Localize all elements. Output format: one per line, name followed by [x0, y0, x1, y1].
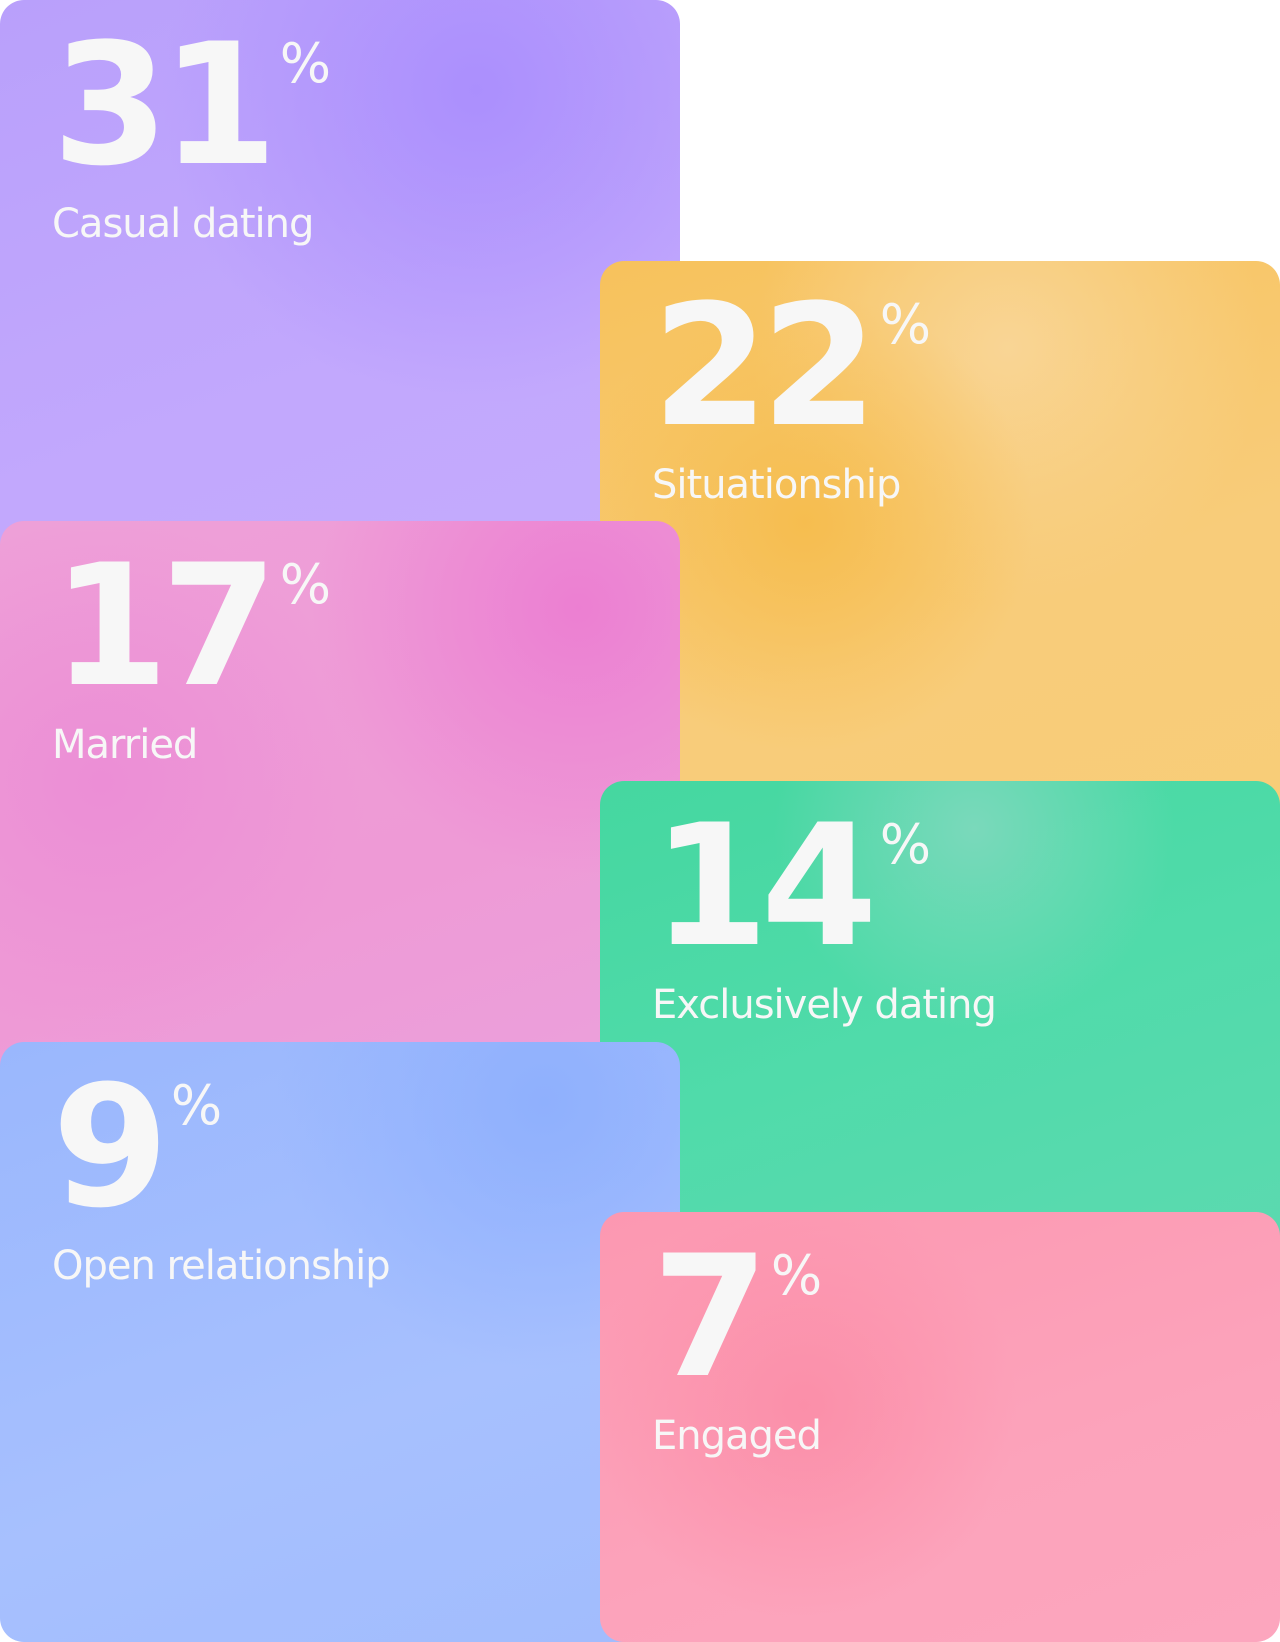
stat-unit: %: [879, 293, 932, 356]
stat-value: 22: [652, 268, 878, 464]
stat-unit: %: [879, 813, 932, 876]
stat-card: 17% Married: [0, 521, 680, 1101]
stat-value: 9: [52, 1049, 169, 1245]
stat-label: Open relationship: [52, 1243, 391, 1289]
stat-row: 17%: [52, 528, 680, 724]
stat-row: 9%: [52, 1049, 680, 1245]
stat-value: 31: [52, 7, 278, 203]
stat-row: 14%: [652, 788, 1280, 984]
stat-card: 22% Situationship: [600, 261, 1280, 841]
stat-card: 31% Casual dating: [0, 0, 680, 600]
stat-row: 7%: [652, 1219, 1280, 1415]
stat-unit: %: [279, 32, 332, 95]
stat-unit: %: [770, 1244, 823, 1307]
stat-card: 14% Exclusively dating: [600, 781, 1280, 1261]
stat-card: 7% Engaged: [600, 1212, 1280, 1642]
stat-unit: %: [279, 553, 332, 616]
stat-label: Exclusively dating: [652, 982, 997, 1028]
stat-card: 9% Open relationship: [0, 1042, 680, 1642]
stat-unit: %: [170, 1074, 223, 1137]
stat-value: 14: [652, 788, 878, 984]
stat-label: Casual dating: [52, 201, 314, 247]
stat-label: Married: [52, 722, 198, 768]
stat-row: 22%: [652, 268, 1280, 464]
stat-label: Situationship: [652, 462, 901, 508]
stat-value: 17: [52, 528, 278, 724]
stat-label: Engaged: [652, 1413, 822, 1459]
stat-value: 7: [652, 1219, 769, 1415]
stat-row: 31%: [52, 7, 680, 203]
